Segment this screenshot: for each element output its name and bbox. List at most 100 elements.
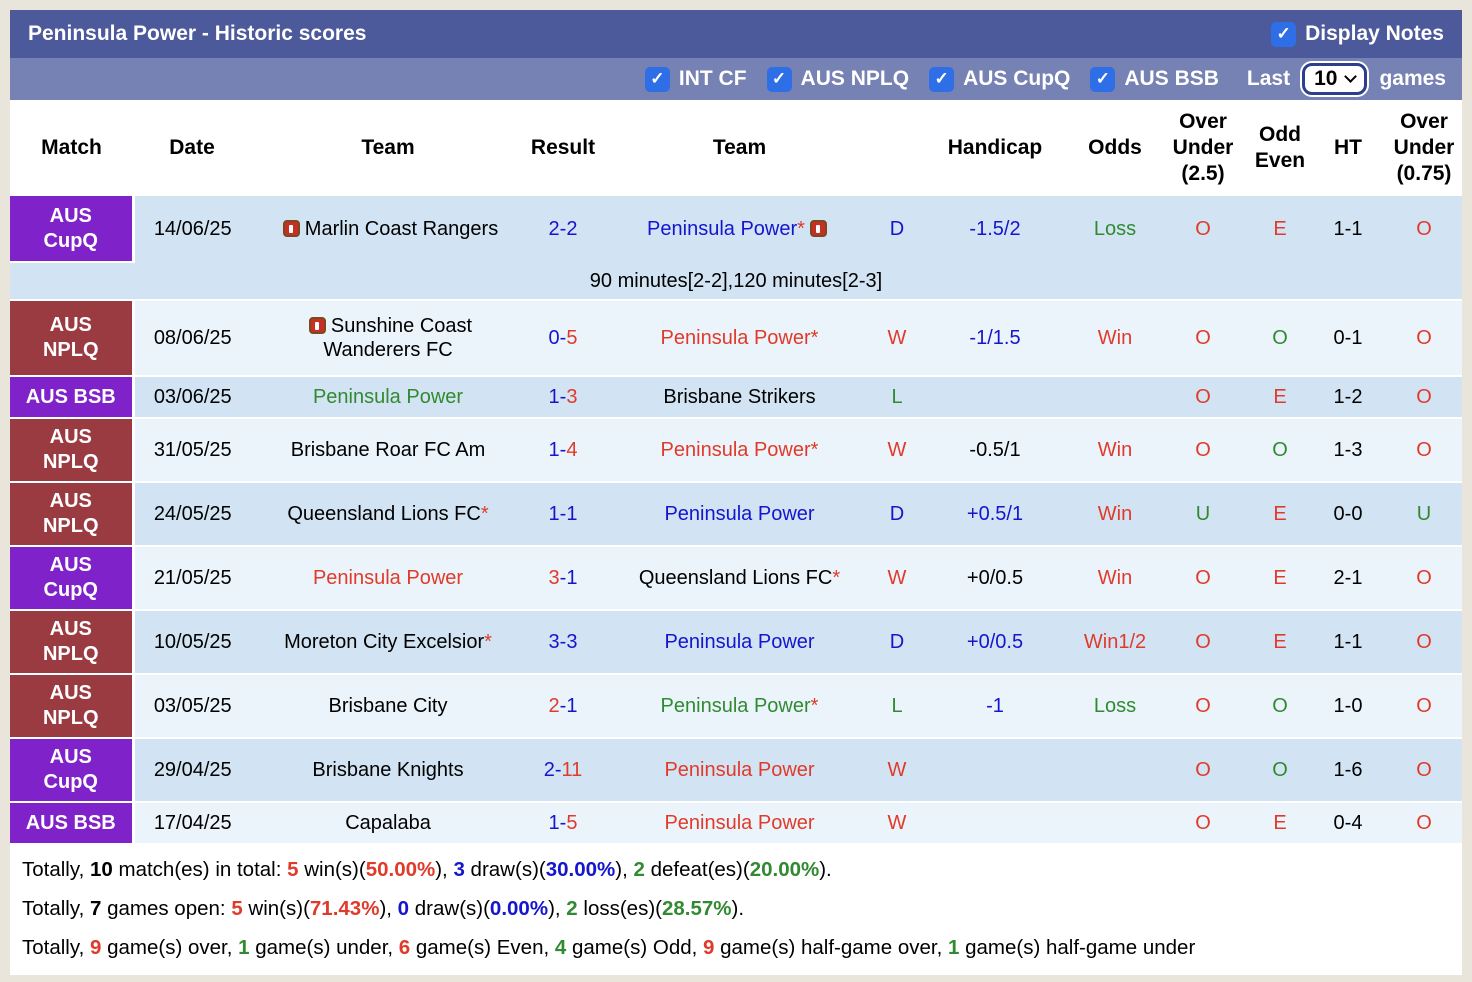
last-label: Last xyxy=(1246,67,1291,90)
odd-even-value: E xyxy=(1250,482,1310,547)
filter-aus-nplq[interactable]: ✓ AUS NPLQ xyxy=(766,66,909,92)
score-part: 2 xyxy=(548,694,560,717)
league-badge: AUS NPLQ xyxy=(10,300,135,377)
score-part: 1 xyxy=(566,566,578,589)
match-date: 03/06/25 xyxy=(133,376,251,419)
handicap-value: -1.5/2 xyxy=(969,217,1021,240)
score-part: 3 xyxy=(566,385,578,408)
match-date: 21/05/25 xyxy=(133,546,251,611)
half-time-score: 1-2 xyxy=(1310,376,1386,419)
home-team: Peninsula Power xyxy=(251,546,525,611)
away-team: Peninsula Power* xyxy=(601,418,878,483)
checkbox-checked-icon[interactable]: ✓ xyxy=(766,66,792,92)
score-part: 0 xyxy=(548,326,560,349)
filter-aus-bsb[interactable]: ✓ AUS BSB xyxy=(1090,66,1219,92)
col-header-over-under-075: Over Under (0.75) xyxy=(1386,100,1462,196)
result-letter: L xyxy=(878,376,916,419)
result-letter: W xyxy=(878,300,916,377)
chevron-down-icon xyxy=(1344,70,1358,83)
score-part: 3 xyxy=(548,566,560,589)
checkbox-checked-icon[interactable]: ✓ xyxy=(644,66,670,92)
odd-even-value: O xyxy=(1250,738,1310,803)
match-row: AUS CupQ 14/06/25 Marlin Coast Rangers 2-2 P… xyxy=(10,196,1462,263)
checkbox-checked-icon[interactable]: ✓ xyxy=(1271,21,1297,47)
match-note-icon[interactable] xyxy=(282,220,300,237)
over-under-075-value: O xyxy=(1416,217,1432,240)
score-part: - xyxy=(559,566,567,589)
score-part: 4 xyxy=(566,438,578,461)
filter-int-cf[interactable]: ✓ INT CF xyxy=(644,66,747,92)
league-badge: AUS BSB xyxy=(10,802,135,845)
match-row: AUS BSB 17/04/25 Capalaba 1-5 Peninsula Powe… xyxy=(10,802,1462,845)
match-note-row: 90 minutes[2-2],120 minutes[2-3] xyxy=(10,262,1462,301)
match-score: 3-3 xyxy=(525,610,601,675)
odd-even-value: E xyxy=(1250,546,1310,611)
handicap-odds-result: Loss xyxy=(1093,217,1137,240)
result-letter: W xyxy=(878,546,916,611)
historic-scores-widget: Peninsula Power - Historic scores ✓ Disp… xyxy=(10,10,1462,975)
display-notes-toggle[interactable]: ✓ Display Notes xyxy=(1271,21,1444,47)
over-under-075-value: O xyxy=(1386,376,1462,419)
league-badge: AUS BSB xyxy=(10,376,135,419)
league-badge: AUS CupQ xyxy=(10,738,135,803)
handicap-value: -0.5/1 xyxy=(916,418,1074,483)
score-part: - xyxy=(559,502,567,525)
team-name: Moreton City Excelsior xyxy=(284,631,485,653)
result-letter: D xyxy=(878,610,916,675)
match-score: 0-5 xyxy=(525,300,601,377)
home-team: Peninsula Power xyxy=(251,376,525,419)
team-name: Peninsula Power xyxy=(664,759,815,781)
league-badge: AUS NPLQ xyxy=(10,674,135,739)
home-team: Marlin Coast Rangers xyxy=(251,196,525,262)
over-under-25-value: O xyxy=(1156,300,1250,377)
checkbox-checked-icon[interactable]: ✓ xyxy=(1090,66,1116,92)
score-part: 2 xyxy=(543,758,555,781)
handicap-odds-result: Loss xyxy=(1074,674,1156,739)
odd-even-value: E xyxy=(1250,802,1310,845)
away-team: Peninsula Power* xyxy=(601,196,878,262)
over-under-25-value: O xyxy=(1156,418,1250,483)
match-score: 1-4 xyxy=(525,418,601,483)
games-count-select[interactable]: 10 xyxy=(1302,63,1368,95)
team-name: Brisbane City xyxy=(328,695,448,717)
col-header-ht: HT xyxy=(1310,100,1386,196)
score-part: 1 xyxy=(566,694,578,717)
score-part: - xyxy=(559,630,567,653)
away-team: Peninsula Power* xyxy=(601,674,878,739)
odd-even-value: O xyxy=(1250,674,1310,739)
score-part: - xyxy=(559,811,567,834)
filter-label: AUS CupQ xyxy=(963,67,1071,90)
summary-line-1: Totally, 10 match(es) in total: 5 win(s)… xyxy=(22,858,832,881)
team-name: Peninsula Power xyxy=(660,695,811,717)
filter-aus-cupq[interactable]: ✓ AUS CupQ xyxy=(929,66,1071,92)
over-under-075-value: O xyxy=(1386,300,1462,377)
match-row: AUS NPLQ 03/05/25 Brisbane City 2-1 Peninsul… xyxy=(10,674,1462,739)
col-header-result: Result xyxy=(525,100,601,196)
half-time-score: 1-1 xyxy=(1310,610,1386,675)
team-name: Peninsula Power xyxy=(660,439,811,461)
team-name: Marlin Coast Rangers xyxy=(304,218,499,240)
team-star: * xyxy=(810,695,819,717)
odd-even-value: E xyxy=(1250,376,1310,419)
match-date: 08/06/25 xyxy=(133,300,251,377)
over-under-25-value: O xyxy=(1156,376,1250,419)
away-team: Peninsula Power xyxy=(601,610,878,675)
match-note-icon[interactable] xyxy=(809,220,827,237)
home-team: Moreton City Excelsior* xyxy=(251,610,525,675)
col-header-odds: Odds xyxy=(1074,100,1156,196)
col-header-handicap: Handicap xyxy=(916,100,1074,196)
home-team: Sunshine Coast Wanderers FC xyxy=(251,300,525,377)
match-row: AUS NPLQ 31/05/25 Brisbane Roar FC Am 1-4 Pe… xyxy=(10,418,1462,483)
league-badge: AUS CupQ xyxy=(10,196,135,263)
checkbox-checked-icon[interactable]: ✓ xyxy=(929,66,955,92)
filter-bar: ✓ INT CF ✓ AUS NPLQ ✓ AUS CupQ ✓ AUS BSB… xyxy=(10,58,1462,100)
score-part: 5 xyxy=(566,811,578,834)
score-part: 1 xyxy=(548,385,560,408)
match-note-icon[interactable] xyxy=(308,317,326,334)
team-name: Peninsula Power xyxy=(664,812,815,834)
team-name: Sunshine Coast Wanderers FC xyxy=(323,315,473,361)
handicap-odds-result: Win1/2 xyxy=(1074,610,1156,675)
over-under-25-value: O xyxy=(1156,738,1250,803)
team-name: Peninsula Power xyxy=(664,631,815,653)
col-header-odd-even: Odd Even xyxy=(1250,100,1310,196)
